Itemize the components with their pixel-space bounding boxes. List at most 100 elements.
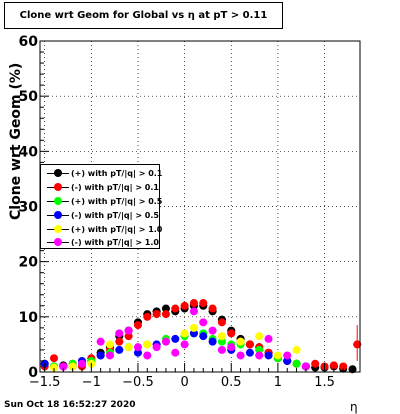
legend-marker-yellow bbox=[54, 225, 62, 233]
legend-entry: (-) with pT/|q| > 1.0 bbox=[41, 236, 159, 249]
data-point bbox=[292, 359, 301, 368]
data-point bbox=[283, 356, 292, 365]
data-point bbox=[161, 310, 170, 319]
y-tick-label: 10 bbox=[19, 310, 39, 326]
data-point bbox=[96, 351, 105, 360]
data-point bbox=[115, 345, 124, 354]
data-point bbox=[49, 363, 58, 372]
x-tick-label: −0.5 bbox=[122, 375, 154, 390]
data-point bbox=[96, 337, 105, 346]
data-point bbox=[208, 304, 217, 313]
data-point bbox=[236, 351, 245, 360]
data-point bbox=[152, 310, 161, 319]
data-point bbox=[124, 343, 133, 352]
axes: −1.5 −1 −0.5 0 0.5 1 1.5 0 10 20 30 40 50 60 bbox=[19, 34, 361, 390]
data-point bbox=[245, 348, 254, 357]
data-point bbox=[245, 340, 254, 349]
data-point bbox=[189, 299, 198, 308]
x-tick-label: −1.5 bbox=[29, 375, 61, 390]
y-tick-label: 50 bbox=[19, 89, 39, 105]
data-point bbox=[292, 345, 301, 354]
data-point bbox=[339, 362, 348, 371]
data-point bbox=[255, 332, 264, 341]
data-point bbox=[49, 354, 58, 363]
data-point bbox=[161, 304, 170, 313]
data-point bbox=[124, 326, 133, 335]
data-point bbox=[217, 345, 226, 354]
y-tick-label: 40 bbox=[19, 144, 39, 160]
data-point bbox=[264, 351, 273, 360]
legend-entry: (-) with pT/|q| > 0.5 bbox=[41, 209, 159, 222]
data-point bbox=[199, 318, 208, 327]
legend-marker-green bbox=[54, 197, 62, 205]
y-axis-label: Clone wrt Geom (%) bbox=[8, 63, 24, 220]
legend-label: (+) with pT/|q| > 0.5 bbox=[71, 197, 163, 206]
data-point bbox=[217, 337, 226, 346]
data-point bbox=[180, 329, 189, 338]
x-tick-label: 0 bbox=[180, 375, 188, 390]
data-point bbox=[105, 351, 114, 360]
data-point bbox=[236, 337, 245, 346]
data-point bbox=[208, 337, 217, 346]
legend: (+) with pT/|q| > 0.1 (-) with pT/|q| > … bbox=[40, 164, 163, 249]
y-tick-label: 30 bbox=[19, 200, 39, 216]
data-point bbox=[171, 348, 180, 357]
x-axis-label: η bbox=[350, 400, 358, 414]
data-point bbox=[124, 332, 133, 341]
data-point bbox=[199, 332, 208, 341]
data-point bbox=[143, 351, 152, 360]
data-point bbox=[217, 318, 226, 327]
x-tick-label: −1 bbox=[82, 375, 101, 390]
x-tick-label: 1 bbox=[274, 375, 282, 390]
data-point bbox=[133, 348, 142, 357]
legend-entry: (-) with pT/|q| > 0.1 bbox=[41, 181, 159, 194]
data-point bbox=[180, 301, 189, 310]
data-point bbox=[171, 334, 180, 343]
timestamp: Sun Oct 18 16:52:27 2020 bbox=[4, 400, 136, 410]
x-tick-label: 1.5 bbox=[314, 375, 335, 390]
data-point bbox=[68, 362, 77, 371]
data-point bbox=[329, 361, 338, 370]
data-markers bbox=[40, 299, 362, 374]
data-point bbox=[161, 337, 170, 346]
data-point bbox=[105, 340, 114, 349]
data-point bbox=[133, 321, 142, 330]
data-point bbox=[227, 329, 236, 338]
data-point bbox=[217, 332, 226, 341]
data-point bbox=[189, 307, 198, 316]
legend-marker-red bbox=[54, 183, 62, 191]
data-point bbox=[133, 343, 142, 352]
x-tick-label: 0.5 bbox=[221, 375, 242, 390]
data-point bbox=[208, 326, 217, 335]
legend-label: (+) with pT/|q| > 1.0 bbox=[71, 225, 163, 234]
data-point bbox=[199, 299, 208, 308]
y-tick-label: 60 bbox=[19, 34, 39, 50]
data-point bbox=[143, 340, 152, 349]
data-point bbox=[301, 362, 310, 371]
legend-entry: (+) with pT/|q| > 1.0 bbox=[41, 223, 163, 236]
legend-label: (-) with pT/|q| > 1.0 bbox=[71, 238, 159, 247]
data-point bbox=[171, 304, 180, 313]
data-point bbox=[273, 351, 282, 360]
data-point bbox=[255, 351, 264, 360]
data-point bbox=[283, 351, 292, 360]
data-point bbox=[59, 362, 68, 371]
y-tick-label: 0 bbox=[28, 365, 38, 381]
data-point bbox=[264, 334, 273, 343]
y-tick-label: 20 bbox=[19, 255, 39, 271]
data-point bbox=[115, 329, 124, 338]
title-box: Clone wrt Geom for Global vs η at pT > 0… bbox=[4, 2, 283, 29]
data-point bbox=[189, 323, 198, 332]
legend-label: (+) with pT/|q| > 0.1 bbox=[71, 169, 163, 178]
data-point bbox=[77, 359, 86, 368]
data-point bbox=[189, 329, 198, 338]
legend-label: (-) with pT/|q| > 0.5 bbox=[71, 211, 159, 220]
data-point bbox=[255, 345, 264, 354]
legend-entry: (+) with pT/|q| > 0.1 bbox=[41, 167, 163, 180]
data-point bbox=[311, 359, 320, 368]
chart-title: Clone wrt Geom for Global vs η at pT > 0… bbox=[19, 10, 268, 21]
legend-label: (-) with pT/|q| > 0.1 bbox=[71, 183, 159, 192]
legend-entry: (+) with pT/|q| > 0.5 bbox=[41, 195, 163, 208]
data-point bbox=[180, 340, 189, 349]
